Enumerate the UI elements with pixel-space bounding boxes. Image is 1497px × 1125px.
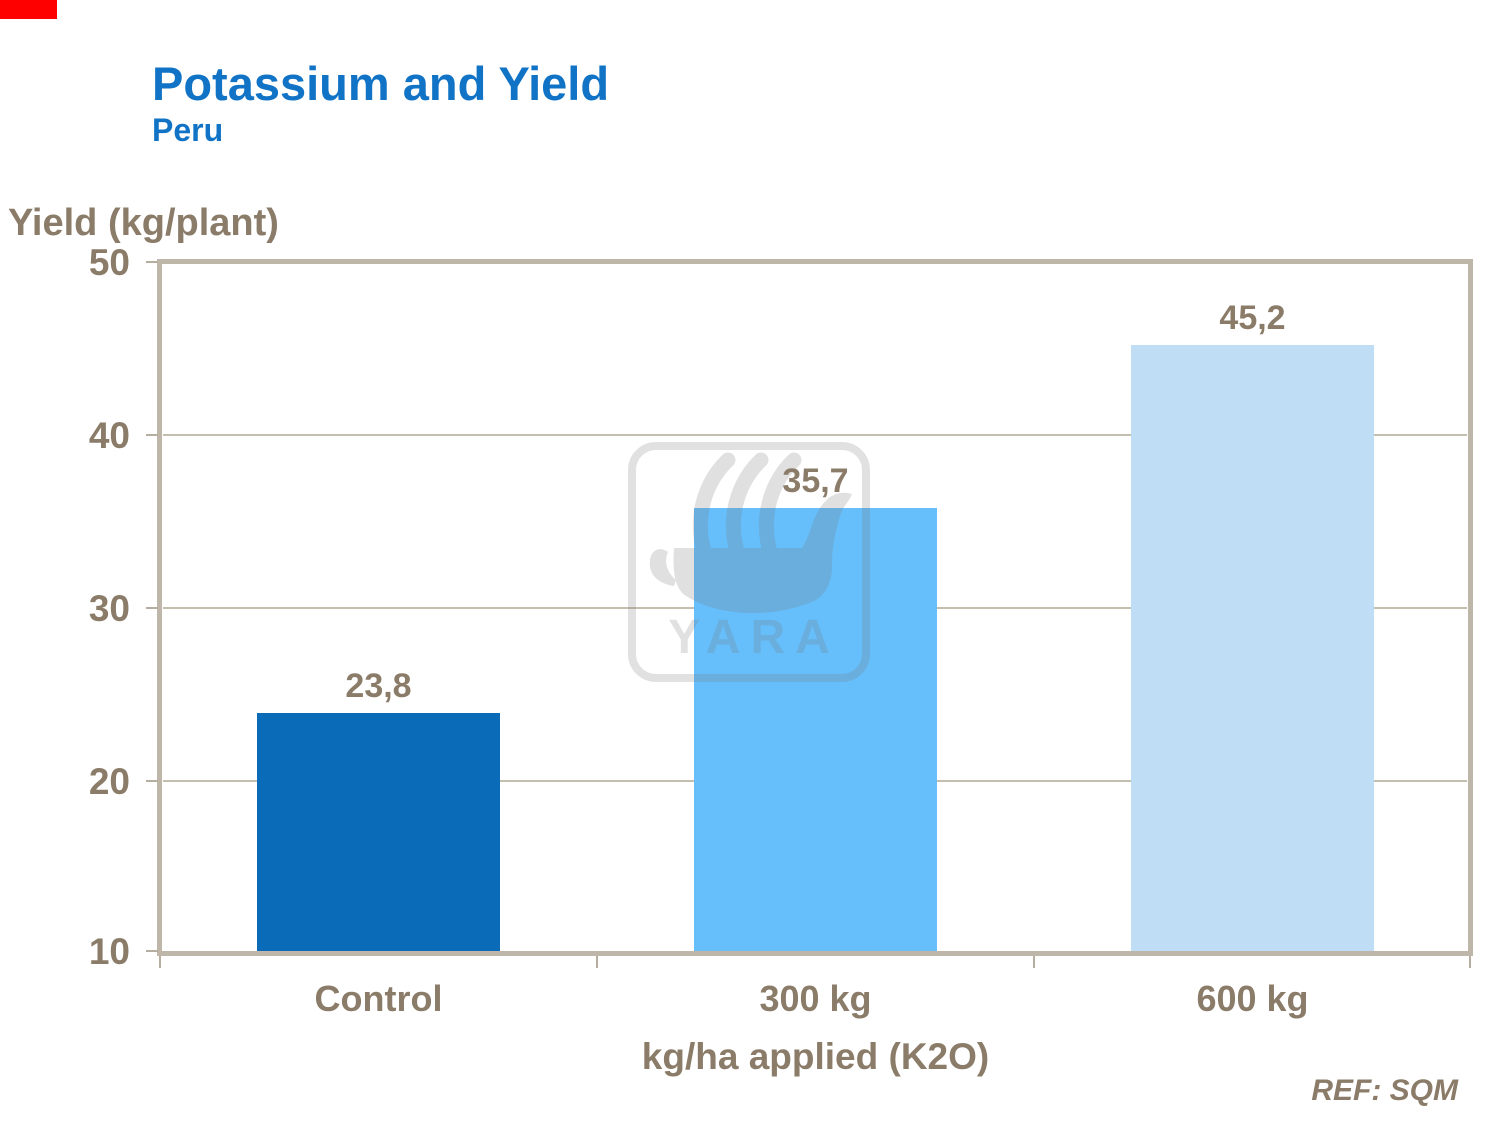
y-tick-label-20: 20 — [88, 761, 130, 802]
x-category-control: Control — [314, 978, 443, 1019]
bar-300kg — [694, 508, 937, 951]
y-tick-30 — [146, 607, 158, 609]
reference-note: REF: SQM — [1311, 1074, 1458, 1107]
x-axis-title: kg/ha applied (K2O) — [641, 1036, 990, 1077]
x-tick-mid2 — [1033, 956, 1035, 968]
x-tick-left — [159, 956, 161, 968]
corner-accent-bar — [0, 0, 57, 19]
x-category-300kg: 300 kg — [759, 978, 872, 1019]
y-tick-20 — [146, 780, 158, 782]
value-label-600kg: 45,2 — [1219, 298, 1286, 337]
y-tick-label-40: 40 — [88, 415, 130, 456]
gridline-40 — [163, 434, 1467, 436]
x-category-600kg: 600 kg — [1196, 978, 1309, 1019]
x-tick-right — [1469, 956, 1471, 968]
y-tick-50 — [146, 261, 158, 263]
y-tick-label-10: 10 — [88, 931, 130, 972]
plot-area-frame — [157, 259, 1473, 956]
y-tick-label-30: 30 — [88, 588, 130, 629]
value-label-300kg: 35,7 — [782, 462, 849, 501]
value-label-control: 23,8 — [345, 667, 412, 706]
y-tick-label-50: 50 — [88, 242, 130, 283]
bar-600kg — [1131, 344, 1374, 951]
y-tick-10 — [146, 950, 158, 952]
x-tick-mid1 — [596, 956, 598, 968]
y-tick-40 — [146, 434, 158, 436]
bar-control — [257, 713, 500, 951]
chart-subtitle: Peru — [152, 112, 224, 148]
y-axis-title: Yield (kg/plant) — [8, 202, 279, 244]
chart-title: Potassium and Yield — [152, 57, 610, 110]
